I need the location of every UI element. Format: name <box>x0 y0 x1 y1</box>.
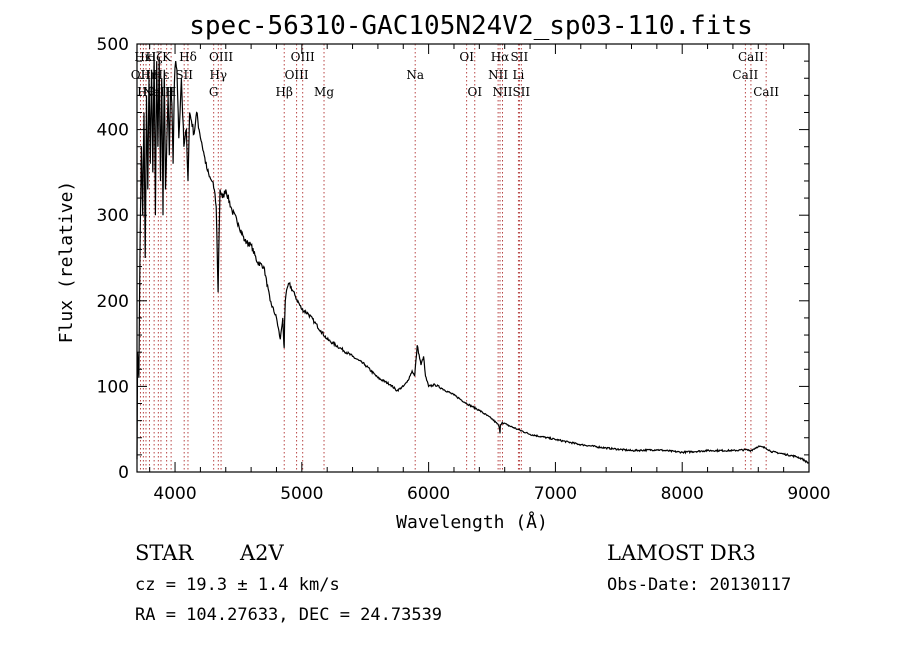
line-label: G <box>209 85 219 99</box>
line-label: SII <box>511 50 529 64</box>
line-label: OII <box>131 68 151 82</box>
line-label: OIII <box>291 50 315 64</box>
line-label: Hβ <box>276 85 293 99</box>
line-label: SII <box>175 68 193 82</box>
line-label: OI <box>467 85 482 99</box>
x-tick-label: 9000 <box>787 484 830 504</box>
line-label: CaII <box>732 68 758 82</box>
chart-title: spec-56310-GAC105N24V2_sp03-110.fits <box>189 11 753 41</box>
obs-date-text: Obs-Date: 20130117 <box>607 575 791 595</box>
line-label: Hα <box>491 50 510 64</box>
y-tick-label: 100 <box>97 377 129 397</box>
line-label: OIII <box>209 50 233 64</box>
line-label: CaII <box>753 85 779 99</box>
spectrum-line <box>136 52 810 464</box>
y-tick-label: 500 <box>97 35 129 55</box>
line-label: Hκ <box>134 50 152 64</box>
line-label: Hγ <box>209 68 227 82</box>
line-label: Na <box>406 68 424 82</box>
object-subclass: A2V <box>239 541 285 565</box>
emission-line-labels: OIIHκHθHηHζNeIIIHεKHSIIHδGHγOIIIHβOIIIOI… <box>131 50 780 99</box>
axis-tick-labels: 4000 5000 6000 7000 8000 9000 0 100 200 300 400 500 <box>97 35 831 504</box>
x-tick-label: 5000 <box>280 484 323 504</box>
emission-line-markers <box>139 44 767 472</box>
y-axis-label: Flux (relative) <box>56 181 77 344</box>
x-tick-label: 8000 <box>661 484 704 504</box>
line-label: K <box>162 50 172 64</box>
line-label: OIII <box>285 68 309 82</box>
axis-ticks <box>137 43 810 473</box>
survey-name: LAMOST DR3 <box>607 541 756 565</box>
redshift-text: cz = 19.3 ± 1.4 km/s <box>135 575 340 595</box>
line-label: Hε <box>153 68 170 82</box>
y-tick-label: 0 <box>118 463 129 483</box>
line-label: Hδ <box>179 50 197 64</box>
line-label: OI <box>459 50 474 64</box>
x-tick-label: 4000 <box>153 484 196 504</box>
coordinates-text: RA = 104.27633, DEC = 24.73539 <box>135 605 442 625</box>
x-tick-label: 7000 <box>534 484 577 504</box>
line-label: NII <box>488 68 508 82</box>
y-tick-label: 300 <box>97 206 129 226</box>
line-label: SII <box>512 85 530 99</box>
y-tick-label: 400 <box>97 121 129 141</box>
x-tick-label: 6000 <box>407 484 450 504</box>
x-axis-label: Wavelength (Å) <box>396 511 548 533</box>
y-tick-label: 200 <box>97 292 129 312</box>
line-label: Mg <box>314 85 334 99</box>
line-label: CaII <box>738 50 764 64</box>
line-label: Li <box>512 68 524 82</box>
object-class: STAR <box>135 541 194 565</box>
plot-frame <box>136 43 810 473</box>
line-label: NII <box>493 85 513 99</box>
